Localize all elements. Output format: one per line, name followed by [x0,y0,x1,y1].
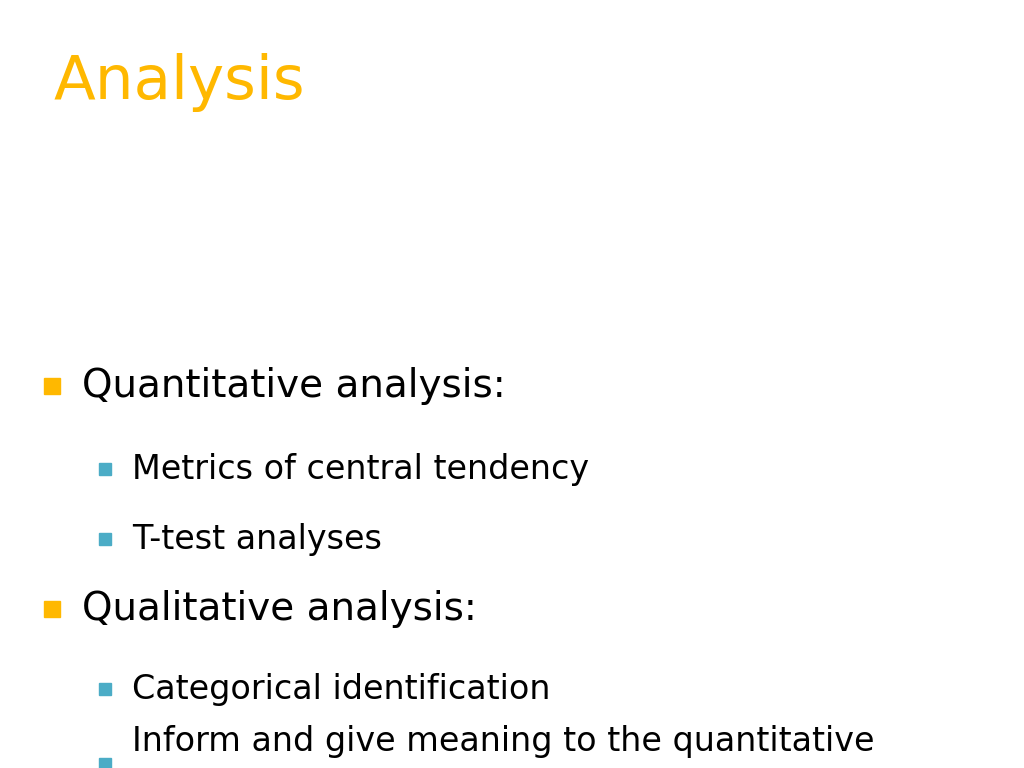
Text: Metrics of central tendency: Metrics of central tendency [132,453,589,486]
Bar [99,533,111,545]
Bar [99,758,111,768]
Text: Quantitative analysis:: Quantitative analysis: [82,367,506,406]
Text: Qualitative analysis:: Qualitative analysis: [82,591,477,628]
Bar [99,684,111,695]
Text: Inform and give meaning to the quantitative
findings: Inform and give meaning to the quantitat… [132,725,874,768]
Text: T-test analyses: T-test analyses [132,523,382,556]
Bar [44,379,60,395]
Bar [99,463,111,475]
Text: Analysis: Analysis [53,53,305,112]
Text: Categorical identification: Categorical identification [132,673,551,706]
Bar [44,601,60,617]
